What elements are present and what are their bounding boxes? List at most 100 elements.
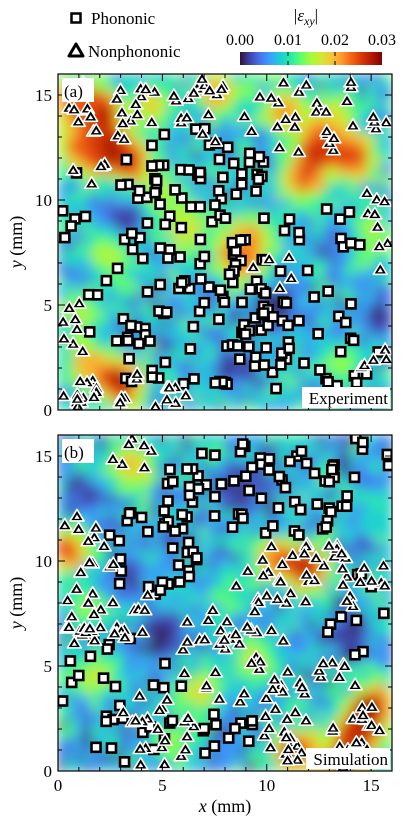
heat-cell (216, 661, 226, 671)
heat-cell (107, 367, 117, 377)
heat-cell (341, 484, 351, 495)
heat-cell (149, 736, 159, 747)
heat-cell (124, 678, 134, 688)
heat-cell (349, 325, 360, 335)
heat-cell (282, 543, 293, 554)
heat-cell (199, 501, 209, 512)
heat-cell (157, 392, 168, 403)
heat-cell (182, 442, 193, 453)
heat-cell (157, 123, 168, 134)
heat-cell (224, 317, 234, 327)
heat-cell (107, 241, 117, 251)
heat-cell (174, 325, 184, 335)
phononic-marker (208, 708, 220, 721)
heat-cell (107, 484, 117, 495)
heat-cell (182, 140, 193, 151)
phononic-marker (255, 492, 268, 504)
heat-cell (124, 736, 134, 747)
heat-cell (191, 644, 201, 654)
heat-cell (232, 140, 243, 151)
heat-cell (107, 652, 117, 663)
heat-cell (58, 165, 67, 176)
heat-cell (199, 149, 209, 159)
heat-cell (191, 451, 201, 461)
nonphononic-marker-inner (352, 683, 358, 688)
heat-cell (274, 435, 284, 444)
phononic-marker (147, 679, 160, 691)
heat-cell (166, 199, 176, 209)
heat-cell (266, 435, 276, 444)
heat-cell (199, 594, 209, 604)
phononic-marker (284, 455, 296, 468)
heat-cell (207, 266, 218, 277)
heat-cell (74, 233, 84, 243)
phononic-marker (278, 224, 291, 237)
heat-cell (349, 90, 360, 100)
heat-cell (58, 249, 67, 260)
heat-cell (166, 535, 176, 545)
heat-cell (316, 543, 326, 554)
nonphononic-marker-inner (210, 608, 216, 613)
nonphononic-marker-inner (141, 443, 147, 448)
heat-cell (132, 401, 142, 410)
heat-cell (99, 585, 109, 596)
heat-cell (141, 275, 151, 285)
heat-cell (266, 762, 276, 771)
heat-cell (166, 686, 176, 696)
heat-cell (132, 359, 142, 369)
heat-cell (149, 694, 159, 705)
heat-cell (299, 157, 309, 167)
phononic-marker (111, 262, 124, 275)
heat-cell (257, 233, 268, 243)
nonphononic-marker-inner (121, 137, 127, 142)
heat-cell (99, 435, 109, 444)
heat-cell (141, 636, 151, 646)
phononic-marker (280, 297, 293, 309)
nonphononic-marker-inner (122, 635, 128, 641)
colorbar-title: |εxy| (294, 6, 318, 28)
heat-cell (316, 468, 326, 478)
heat-cell (274, 442, 284, 453)
heat-cell (341, 476, 351, 486)
heat-cell (249, 392, 259, 403)
heat-cell (99, 552, 109, 562)
heat-cell (291, 359, 301, 369)
heat-cell (199, 317, 209, 327)
heat-cell (282, 401, 293, 410)
heat-cell (266, 392, 276, 403)
heat-cell (333, 207, 343, 218)
heat-cell (349, 686, 360, 696)
heat-cell (191, 619, 201, 629)
heat-cell (341, 468, 351, 478)
heat-cell (207, 182, 218, 193)
heat-cell (216, 577, 226, 587)
phononic-marker (226, 521, 239, 533)
phononic-marker (246, 461, 258, 474)
heat-cell (174, 157, 184, 167)
heat-cell (383, 594, 392, 604)
heat-cell (366, 132, 376, 142)
nonphononic-marker-inner (60, 320, 66, 325)
heat-cell (157, 652, 168, 663)
heat-cell (349, 720, 360, 730)
heat-cell (308, 258, 318, 268)
heat-cell (107, 552, 117, 562)
heat-cell (99, 132, 109, 142)
heat-cell (157, 535, 168, 545)
nonphononic-marker-inner (292, 710, 298, 715)
nonphononic-marker-inner (164, 698, 170, 703)
phononic-marker (357, 436, 369, 449)
heat-cell (74, 703, 84, 713)
heat-cell (316, 149, 326, 159)
heat-cell (366, 728, 376, 738)
heat-cell (374, 249, 385, 260)
nonphononic-marker-inner (71, 107, 77, 113)
heat-cell (99, 451, 109, 461)
heat-cell (249, 132, 259, 142)
heat-cell (232, 207, 243, 218)
nonphononic-marker-inner (185, 96, 191, 101)
phononic-marker (105, 742, 118, 754)
heat-cell (115, 367, 126, 377)
heat-cell (149, 762, 159, 771)
